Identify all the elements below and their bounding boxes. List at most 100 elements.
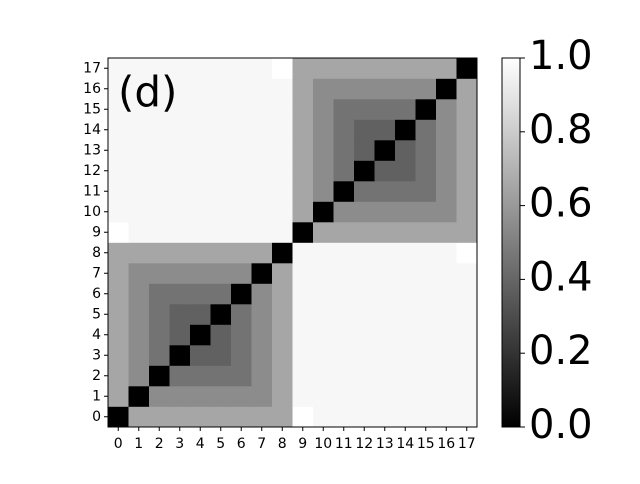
cell: [374, 345, 396, 366]
cell: [374, 406, 396, 428]
x-tick-label: 10: [314, 436, 332, 452]
cell: [395, 365, 416, 387]
cell: [395, 263, 416, 284]
y-tick-label: 14: [83, 122, 101, 138]
cell: [108, 222, 129, 243]
colorbar-tick-label: 0.6: [529, 181, 593, 227]
cell: [395, 78, 416, 100]
cell: [251, 406, 273, 428]
cell: [149, 345, 170, 366]
cell: [354, 201, 375, 223]
cell: [292, 406, 314, 428]
cell: [190, 140, 211, 161]
cell: [231, 242, 252, 264]
cell: [292, 140, 314, 161]
cell: [231, 345, 252, 366]
cell: [313, 160, 334, 182]
cell: [108, 406, 129, 428]
cell: [210, 365, 232, 387]
cell: [231, 119, 252, 141]
cell: [333, 365, 355, 387]
cell: [149, 283, 170, 305]
y-tick-label: 6: [92, 286, 101, 302]
cell: [354, 78, 375, 100]
cell: [210, 324, 232, 346]
cell: [374, 181, 396, 202]
y-tick-label: 15: [83, 101, 101, 117]
cell: [436, 160, 457, 182]
cell: [436, 222, 457, 243]
cell: [108, 283, 129, 305]
cell: [313, 386, 334, 407]
cell: [251, 283, 273, 305]
y-tick-label: 17: [83, 60, 101, 76]
cell: [436, 58, 457, 79]
cell: [251, 160, 273, 182]
cell: [415, 160, 437, 182]
colorbar-tick-label: 0.4: [529, 254, 593, 300]
cell: [456, 406, 478, 428]
cell: [292, 58, 314, 79]
cell: [333, 119, 355, 141]
cell: [272, 242, 293, 264]
annotation: (d): [118, 68, 177, 117]
cell: [210, 386, 232, 407]
cell: [292, 263, 314, 284]
cell: [251, 222, 273, 243]
cell: [456, 222, 478, 243]
cell: [436, 201, 457, 223]
cell: [292, 201, 314, 223]
cell: [313, 181, 334, 202]
y-tick-label: 3: [92, 347, 101, 363]
cell: [251, 99, 273, 120]
x-tick-label: 5: [216, 436, 225, 452]
cell: [210, 160, 232, 182]
cell: [333, 324, 355, 346]
cell: [456, 263, 478, 284]
cell: [415, 365, 437, 387]
cell: [108, 201, 129, 223]
cell: [354, 283, 375, 305]
cell: [128, 304, 150, 325]
cell: [333, 304, 355, 325]
cell: [210, 222, 232, 243]
cell: [149, 58, 170, 79]
cell: [395, 222, 416, 243]
cell: [251, 119, 273, 141]
cell: [251, 201, 273, 223]
cell: [415, 99, 437, 120]
cell: [333, 140, 355, 161]
plot-frame: [107, 57, 478, 428]
cell: [374, 58, 396, 79]
y-tick-label: 16: [83, 81, 101, 97]
cell: [395, 324, 416, 346]
cell: [456, 119, 478, 141]
y-tick-label: 9: [92, 224, 101, 240]
cell: [190, 386, 211, 407]
y-tick-label: 12: [83, 163, 101, 179]
cell: [395, 140, 416, 161]
cell: [292, 283, 314, 305]
cell: [231, 58, 252, 79]
cell: [108, 345, 129, 366]
y-tick-label: 1: [92, 388, 101, 404]
cell: [272, 304, 293, 325]
cell: [354, 365, 375, 387]
cell: [251, 242, 273, 264]
cell: [436, 304, 457, 325]
cell: [313, 58, 334, 79]
cell: [169, 160, 191, 182]
cell: [456, 345, 478, 366]
cell: [313, 99, 334, 120]
cell: [272, 160, 293, 182]
cell: [415, 345, 437, 366]
cell: [313, 365, 334, 387]
cell: [313, 263, 334, 284]
cell: [272, 181, 293, 202]
cell: [149, 242, 170, 264]
cell: [190, 160, 211, 182]
cell: [272, 99, 293, 120]
cell: [415, 222, 437, 243]
cell: [251, 345, 273, 366]
cell: [374, 324, 396, 346]
